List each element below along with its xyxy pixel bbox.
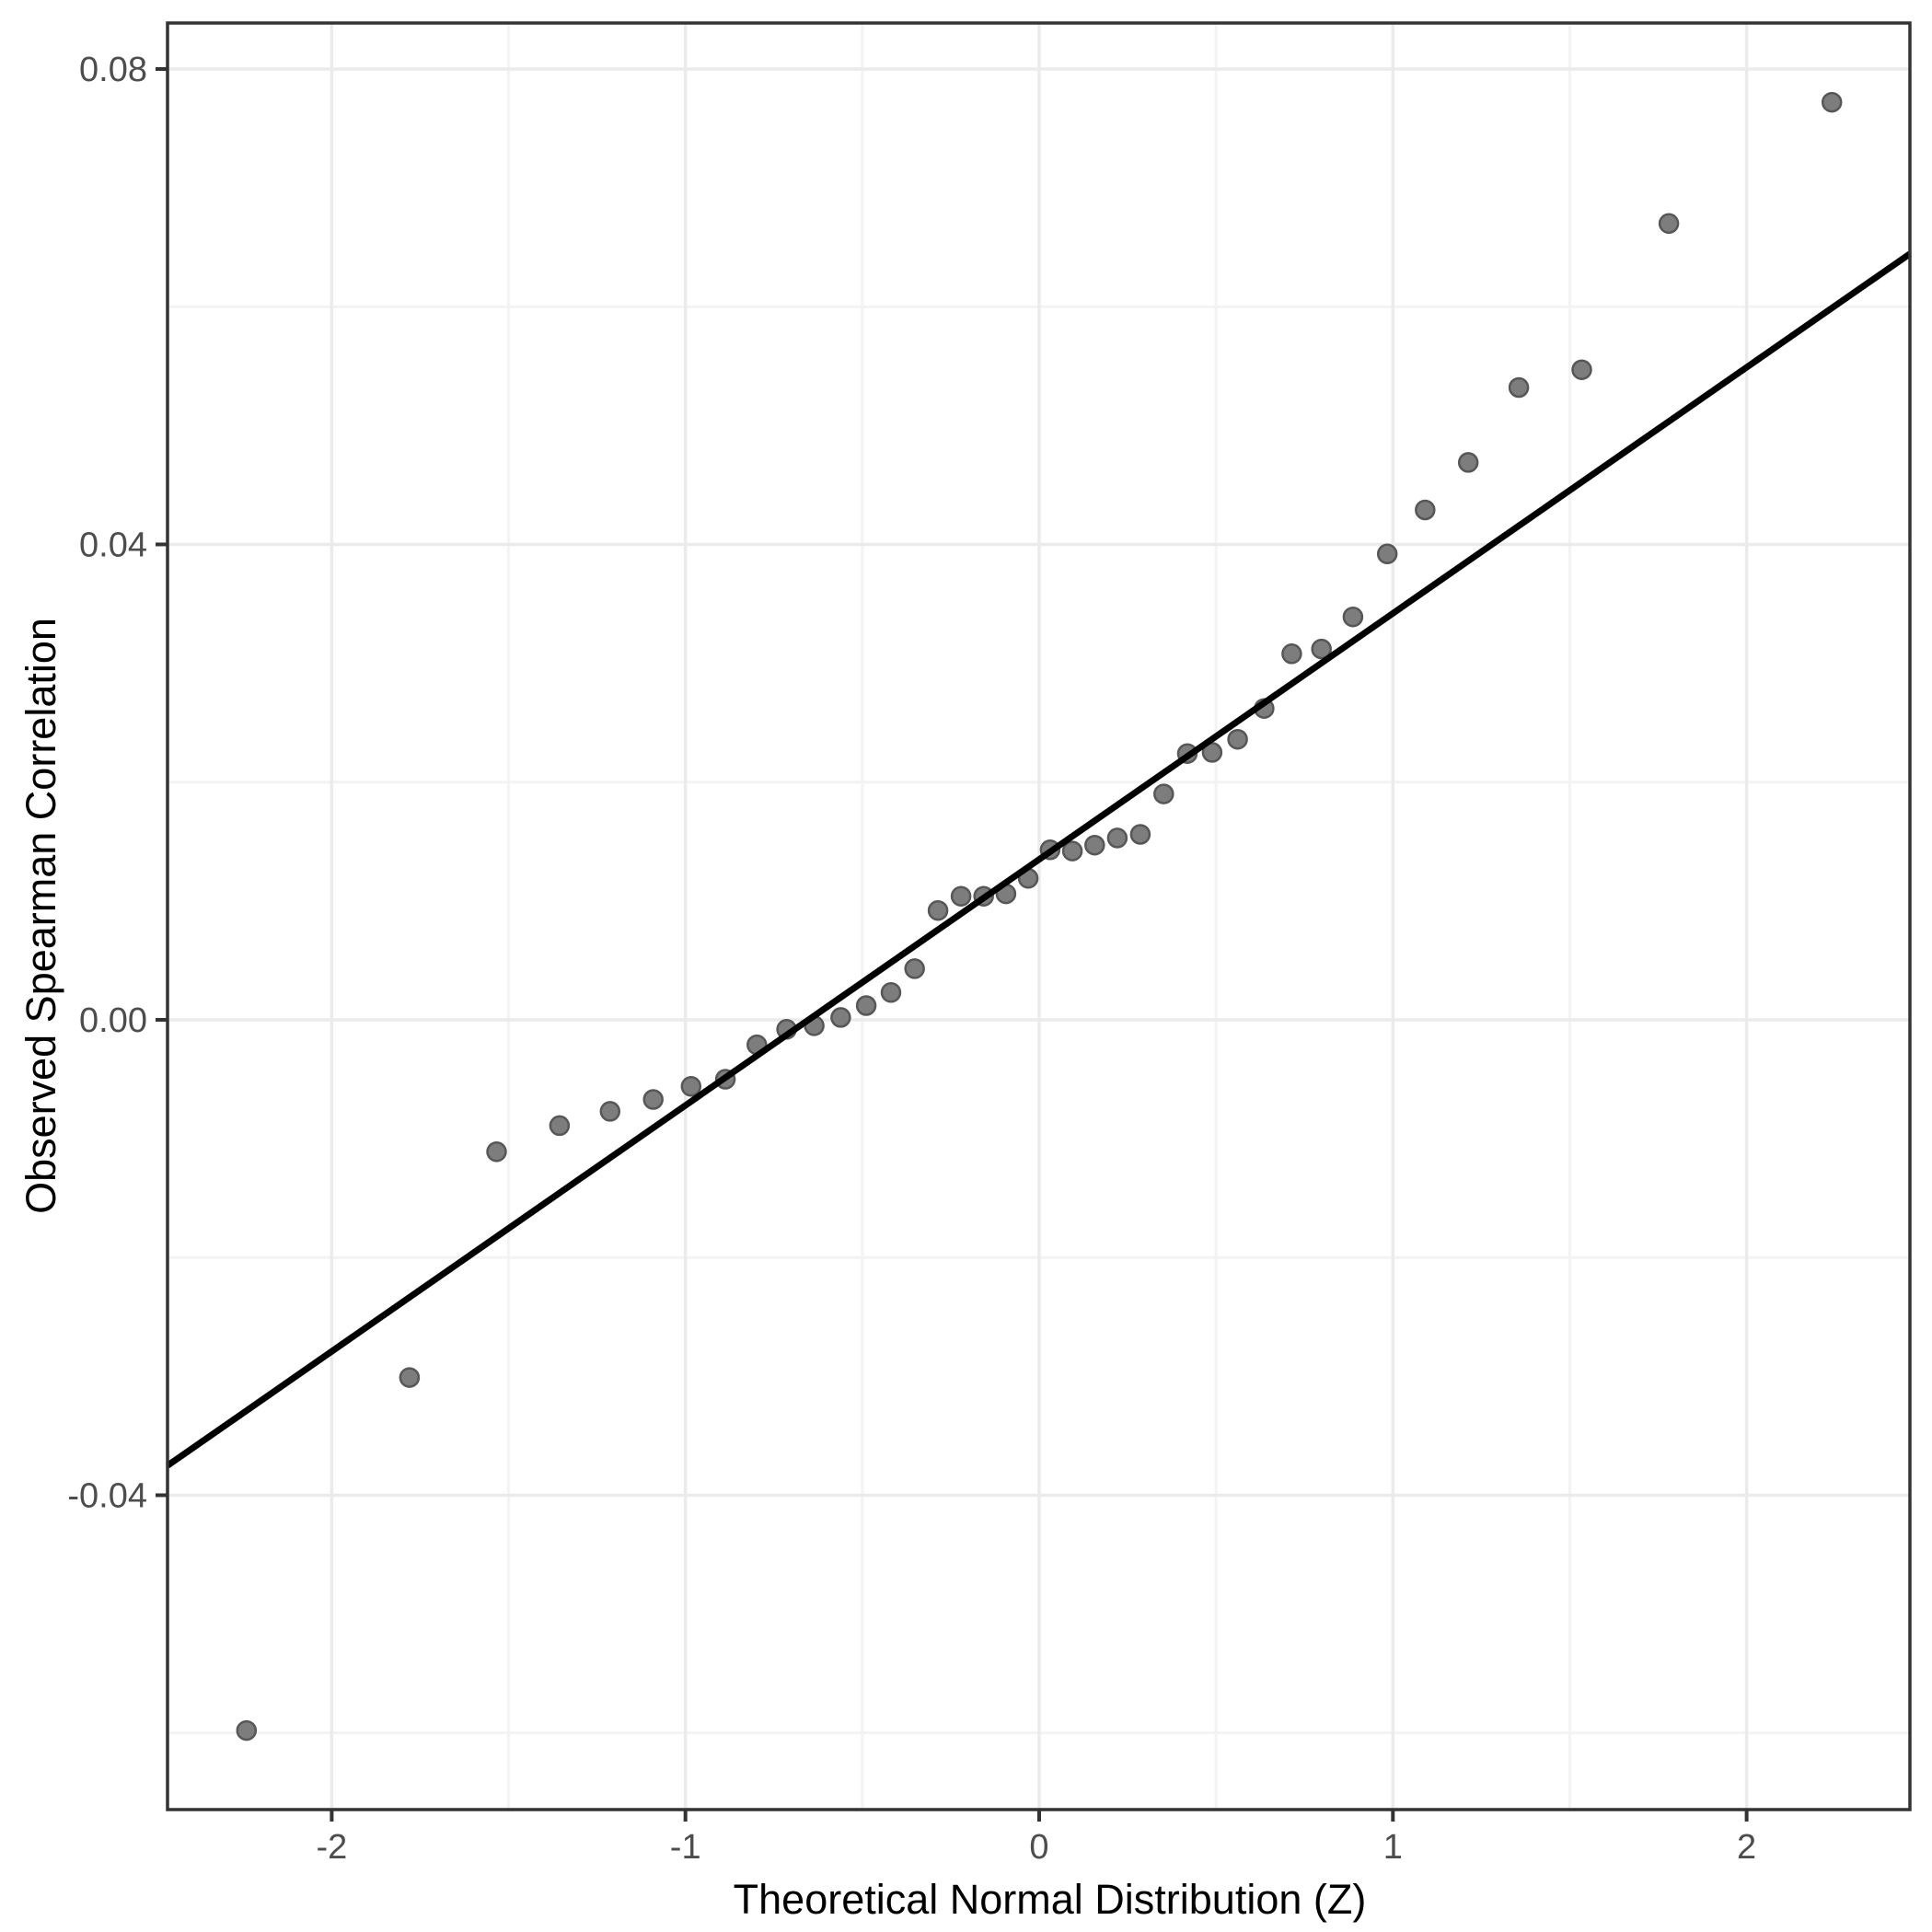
data-point — [1129, 824, 1151, 845]
data-point — [1106, 827, 1128, 849]
data-point — [1571, 359, 1592, 380]
data-point — [1415, 499, 1436, 521]
data-point — [1821, 91, 1843, 113]
data-point — [1457, 452, 1479, 473]
y-tick-label: 0.04 — [79, 526, 147, 564]
data-point — [1084, 834, 1105, 856]
data-point — [1201, 742, 1223, 763]
data-point — [927, 899, 949, 921]
data-point — [1281, 643, 1302, 665]
data-point — [399, 1367, 421, 1388]
data-point — [1311, 638, 1332, 660]
data-point — [642, 1089, 664, 1110]
x-tick-label: 1 — [1383, 1828, 1403, 1867]
data-point — [1227, 728, 1248, 750]
data-point — [1061, 840, 1083, 862]
data-point — [880, 982, 902, 1003]
y-axis-title: Observed Spearman Correlation — [17, 618, 64, 1214]
y-tick-label: 0.00 — [79, 1001, 147, 1040]
data-point — [855, 995, 877, 1016]
data-point — [1508, 376, 1530, 399]
x-tick-label: -1 — [670, 1828, 701, 1867]
data-point — [680, 1076, 702, 1097]
data-point — [830, 1007, 851, 1028]
data-point — [549, 1115, 571, 1137]
x-tick-label: 0 — [1029, 1828, 1048, 1867]
data-point — [950, 885, 972, 907]
qq-reference-line — [166, 250, 1912, 1469]
x-tick-label: 2 — [1737, 1828, 1756, 1867]
data-point — [236, 1719, 258, 1741]
data-point — [904, 958, 925, 979]
x-tick-label: -2 — [316, 1828, 347, 1867]
data-point — [486, 1141, 507, 1163]
y-tick-label: -0.04 — [67, 1476, 147, 1515]
data-point — [1376, 543, 1398, 565]
data-point — [1153, 783, 1174, 804]
data-point — [1658, 213, 1680, 235]
data-point — [1342, 606, 1364, 628]
data-point — [599, 1101, 621, 1122]
y-tick-label: 0.08 — [79, 51, 147, 89]
x-axis-title: Theoretical Normal Distribution (Z) — [733, 1876, 1367, 1923]
